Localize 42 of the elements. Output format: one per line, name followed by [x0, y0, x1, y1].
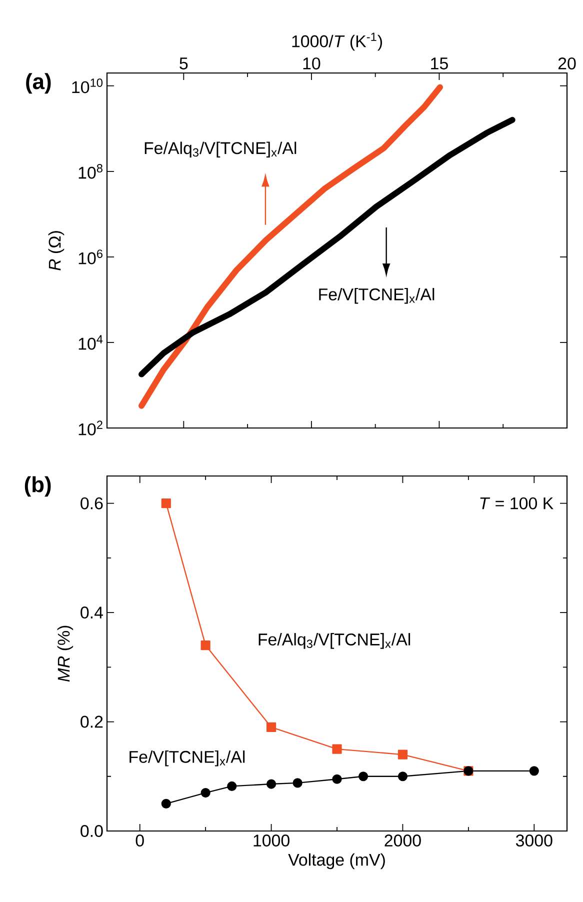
point	[332, 774, 342, 784]
y-tick-label: 0.6	[80, 497, 103, 510]
point	[266, 779, 276, 789]
point	[332, 744, 342, 754]
y-tick-label: 10$^{6}$	[78, 250, 102, 264]
text: Fe/Alq$_{3}$/V[TCNE]$_{x}$/Al	[144, 142, 296, 158]
point	[266, 722, 276, 732]
annotation: T = 100 K	[480, 497, 554, 510]
text: (a)	[26, 73, 51, 94]
point	[398, 772, 408, 782]
x-tick-label: 15	[431, 58, 448, 70]
point	[227, 781, 237, 792]
y-tick-label: 10$^{8}$	[78, 164, 102, 179]
series-label: Fe/V[TCNE]$_{x}$/Al	[130, 750, 245, 766]
point	[358, 772, 368, 782]
y-tick-label: 0.0	[80, 825, 103, 837]
x-tick-label: 0	[136, 834, 144, 847]
x-tick-label: 3000	[516, 834, 552, 847]
point	[161, 498, 171, 508]
x-tick-label: 20	[558, 57, 576, 70]
point	[292, 778, 302, 788]
point	[161, 798, 171, 808]
y-tick-label: 10$^{10}$	[72, 78, 103, 94]
y-axis-title: R (Ω)	[48, 231, 64, 270]
y-tick-label: 10$^{2}$	[78, 420, 102, 436]
text: (b)	[24, 476, 51, 497]
x-axis-title: Voltage (mV)	[288, 853, 385, 870]
y-tick-label: 0.2	[80, 716, 103, 728]
legend-label: Fe/V[TCNE]$_{x}$/Al	[319, 288, 434, 304]
point	[398, 750, 408, 760]
x-tick-label: 2000	[384, 834, 421, 847]
y-axis-title: MR (%)	[57, 626, 74, 682]
y-tick-label: 10$^{4}$	[78, 335, 103, 350]
x-tick-label: 1000	[254, 834, 290, 847]
point	[200, 640, 210, 650]
point	[529, 766, 539, 776]
x-axis-title: 1000/T (K$^{-1}$)	[292, 32, 382, 51]
point	[200, 788, 210, 798]
text: Fe/Alq$_{3}$/V[TCNE]$_{x}$/Al	[258, 633, 410, 649]
x-tick-label: 10	[303, 57, 320, 70]
x-tick-label: 5	[180, 58, 188, 70]
y-tick-label: 0.4	[80, 606, 103, 619]
